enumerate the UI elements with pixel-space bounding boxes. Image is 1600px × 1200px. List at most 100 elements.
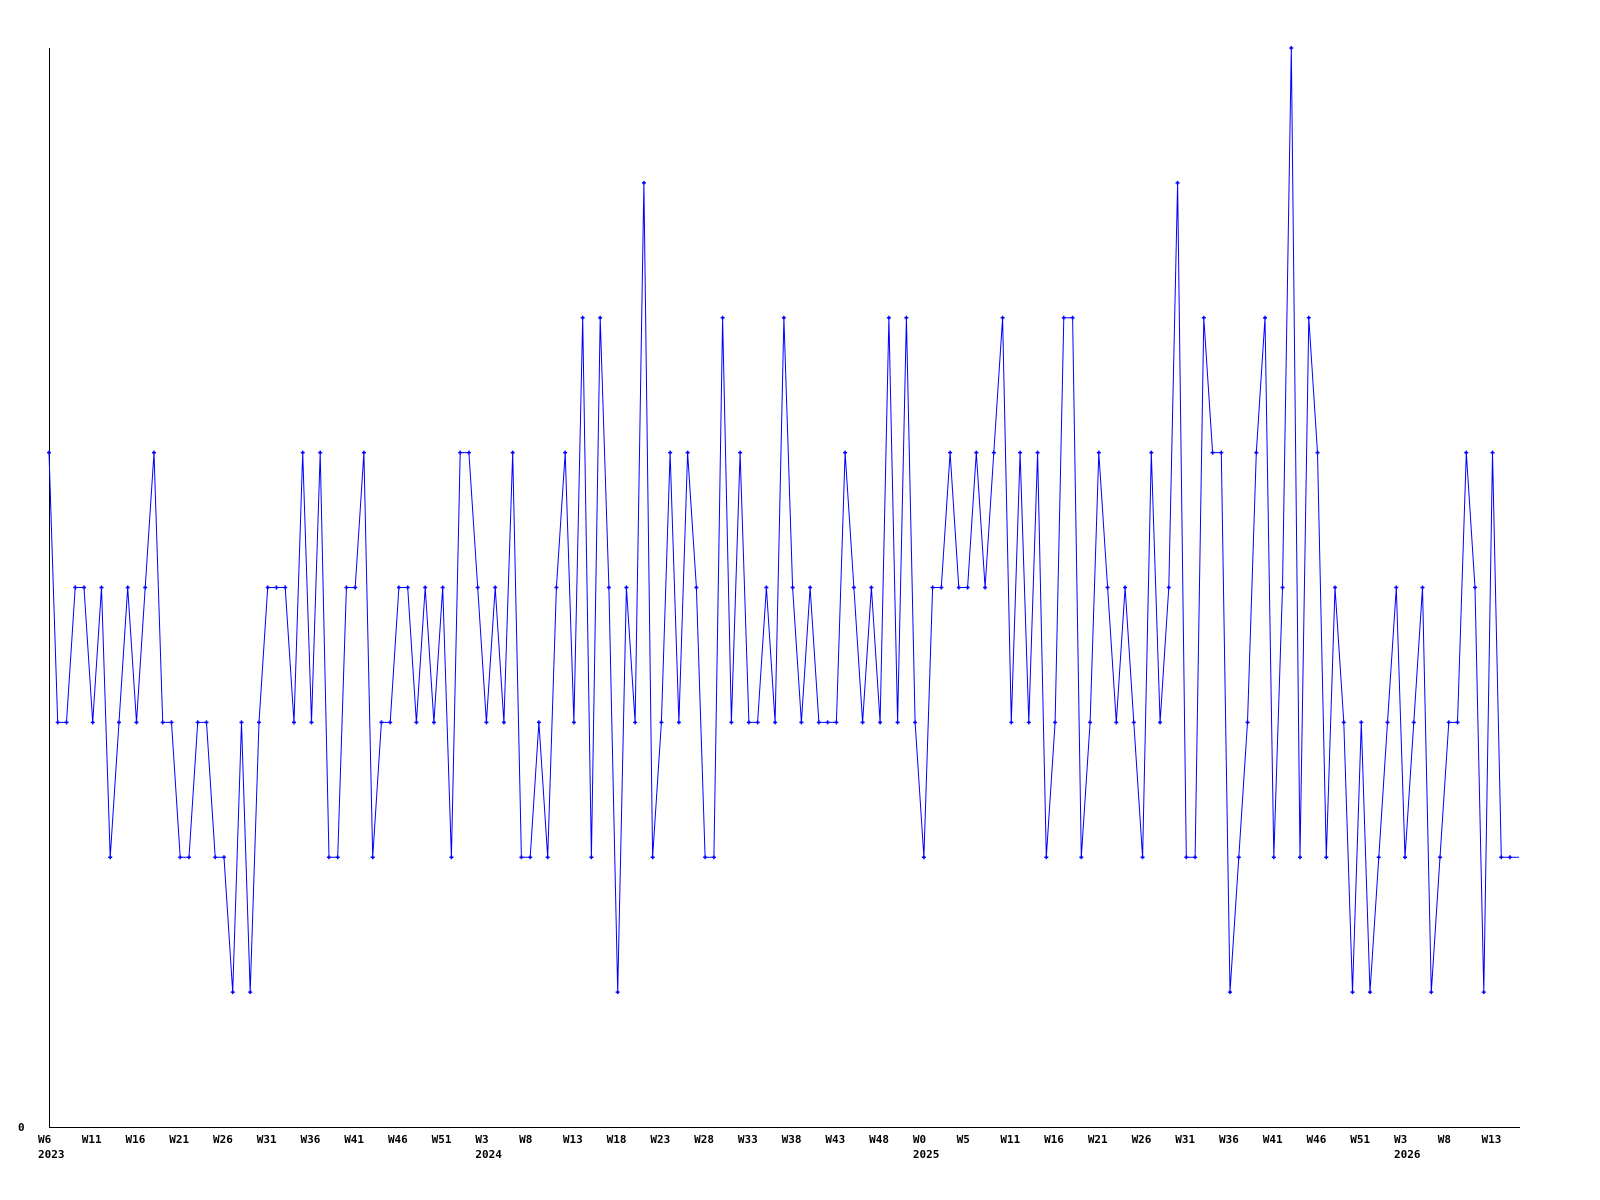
data-point [1280,585,1285,590]
data-point [108,855,113,860]
x-tick-label: W31 [1175,1133,1195,1146]
data-point [274,585,279,590]
data-point [204,720,209,725]
data-point [1263,315,1268,320]
data-point [1464,450,1469,455]
data-point [1009,720,1014,725]
data-point [1088,720,1093,725]
x-tick-label: W33 [738,1133,758,1146]
data-point [256,720,261,725]
data-point [746,720,751,725]
data-point [125,585,130,590]
data-point [1359,720,1364,725]
data-point [344,585,349,590]
data-point [1201,315,1206,320]
data-point [1044,855,1049,860]
year-label: 2025 [913,1148,940,1161]
data-point [1490,450,1495,455]
data-point [221,855,226,860]
data-point [1403,855,1408,860]
data-point [878,720,883,725]
data-point [598,315,603,320]
data-point [1219,450,1224,455]
data-point [571,720,576,725]
data-point [466,450,471,455]
data-point [1376,855,1381,860]
data-point [309,720,314,725]
data-point [860,720,865,725]
data-point [388,720,393,725]
data-point [1123,585,1128,590]
data-point [956,585,961,590]
data-point [493,585,498,590]
data-point [1289,46,1294,50]
data-point [886,315,891,320]
data-point [1053,720,1058,725]
data-point [1481,990,1486,995]
data-point [1000,315,1005,320]
data-point [843,450,848,455]
data-point [895,720,900,725]
data-point [764,585,769,590]
series-line-group [47,46,1519,995]
year-label: 2024 [475,1148,502,1161]
data-point [904,315,909,320]
x-tick-label: W46 [388,1133,408,1146]
data-point [1298,855,1303,860]
data-point [1018,450,1023,455]
data-point [711,855,716,860]
data-point [143,585,148,590]
data-point [1411,720,1416,725]
x-tick-label: W26 [213,1133,233,1146]
x-tick-label: W3 [1394,1133,1407,1146]
data-point [1306,315,1311,320]
data-point [353,585,358,590]
x-tick-label: W16 [125,1133,145,1146]
data-point [265,585,270,590]
data-point [47,450,51,455]
data-point [396,585,401,590]
data-point [213,855,218,860]
data-point [781,315,786,320]
data-point [790,585,795,590]
data-point [178,855,183,860]
data-point [1324,855,1329,860]
data-point [99,585,104,590]
data-point [248,990,253,995]
data-point [440,585,445,590]
data-point [449,855,454,860]
x-tick-label: W0 [913,1133,926,1146]
data-point [1394,585,1399,590]
x-tick-label: W5 [957,1133,970,1146]
data-point [869,585,874,590]
data-point [1508,855,1512,860]
data-point [1035,450,1040,455]
data-point [318,450,323,455]
data-point [239,720,244,725]
data-point [1140,855,1145,860]
x-tick-label: W28 [694,1133,714,1146]
data-point [134,720,139,725]
data-point [291,720,296,725]
data-point [1166,585,1171,590]
data-point [1429,990,1434,995]
x-tick-label: W43 [825,1133,845,1146]
data-point [633,720,638,725]
data-point [55,720,60,725]
year-label: 2023 [38,1148,65,1161]
data-point [729,720,734,725]
data-point [458,450,463,455]
data-point [1175,180,1180,185]
data-point [1455,720,1460,725]
data-point [1368,990,1373,995]
data-point [965,585,970,590]
data-point [186,855,191,860]
x-tick-label: W8 [519,1133,532,1146]
data-point [913,720,918,725]
x-tick-label: W18 [607,1133,627,1146]
data-point [1105,585,1110,590]
data-point [1193,855,1198,860]
x-tick-label: W51 [1350,1133,1370,1146]
data-point [1473,585,1478,590]
x-tick-label: W26 [1132,1133,1152,1146]
